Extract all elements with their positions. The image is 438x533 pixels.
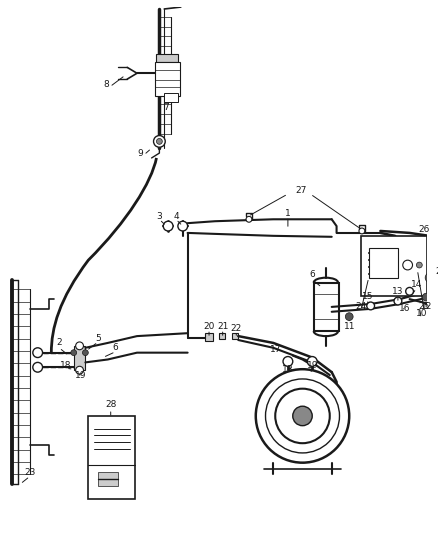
Circle shape [293, 406, 312, 426]
Circle shape [265, 379, 339, 453]
Bar [233, 333, 238, 339]
Circle shape [425, 273, 435, 282]
Circle shape [283, 357, 293, 366]
Circle shape [71, 350, 77, 356]
Text: 5: 5 [95, 334, 101, 343]
Bar [268, 397, 336, 445]
Text: 24: 24 [355, 302, 367, 311]
Bar [155, 62, 180, 95]
Circle shape [345, 313, 353, 320]
Circle shape [246, 216, 252, 222]
Circle shape [406, 287, 413, 295]
Text: 17: 17 [269, 345, 281, 354]
Circle shape [76, 342, 84, 350]
Bar [361, 236, 427, 296]
Text: 8: 8 [103, 80, 109, 90]
Bar [88, 416, 135, 499]
Text: 2: 2 [57, 338, 62, 348]
Text: 18: 18 [282, 365, 293, 374]
Text: 18: 18 [60, 361, 72, 370]
Circle shape [422, 293, 430, 301]
Text: 4: 4 [173, 212, 179, 221]
Text: 6: 6 [309, 270, 315, 279]
Text: 20: 20 [203, 322, 215, 331]
Circle shape [156, 139, 162, 144]
Circle shape [163, 221, 173, 231]
Bar [74, 346, 85, 370]
Bar [156, 54, 178, 62]
Text: 6: 6 [113, 343, 118, 352]
Bar [164, 93, 178, 102]
Text: 3: 3 [156, 212, 162, 221]
Text: 19: 19 [75, 370, 86, 379]
Circle shape [154, 135, 165, 147]
Text: 14: 14 [411, 280, 422, 289]
Text: 25: 25 [419, 302, 430, 311]
Text: 7: 7 [163, 103, 169, 112]
Circle shape [256, 369, 349, 463]
Circle shape [403, 260, 413, 270]
Text: 12: 12 [420, 302, 432, 311]
Text: 15: 15 [362, 292, 374, 301]
Circle shape [359, 228, 365, 234]
Text: 19: 19 [307, 361, 318, 370]
Text: 9: 9 [137, 149, 143, 158]
Circle shape [76, 366, 84, 374]
Text: 2: 2 [435, 268, 438, 276]
Text: 26: 26 [419, 224, 430, 233]
Bar [98, 472, 117, 486]
Circle shape [367, 302, 374, 310]
Circle shape [82, 350, 88, 356]
Circle shape [33, 348, 42, 358]
Text: 28: 28 [105, 400, 117, 409]
Text: 27: 27 [295, 185, 306, 195]
Text: 23: 23 [24, 468, 35, 477]
Circle shape [178, 221, 187, 231]
Text: 16: 16 [399, 304, 410, 313]
Circle shape [307, 357, 317, 366]
Bar [205, 333, 213, 341]
Text: 21: 21 [217, 322, 228, 331]
Text: 10: 10 [416, 309, 427, 318]
Text: 11: 11 [343, 322, 355, 331]
Text: 1: 1 [285, 209, 291, 218]
Bar [369, 248, 398, 278]
Text: 22: 22 [231, 324, 242, 333]
Circle shape [394, 297, 402, 305]
Circle shape [275, 389, 330, 443]
Text: 13: 13 [392, 287, 404, 296]
Circle shape [417, 262, 422, 268]
Bar [314, 282, 339, 331]
Circle shape [33, 362, 42, 372]
Bar [219, 333, 225, 339]
